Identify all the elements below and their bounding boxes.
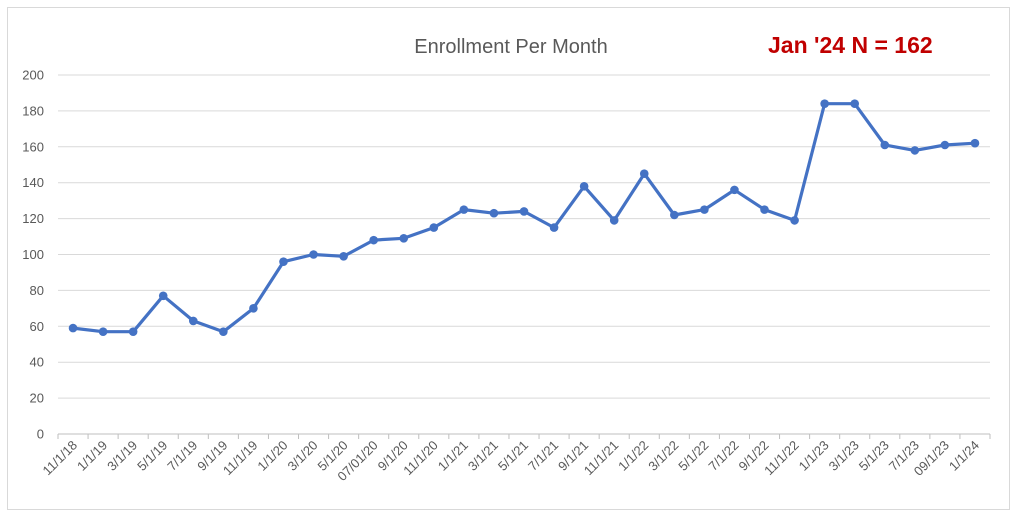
chart-frame — [7, 7, 1010, 510]
data-point — [730, 185, 739, 195]
data-point — [519, 207, 529, 216]
data-point — [249, 304, 258, 313]
x-tick-label: 1/1/24 — [946, 438, 982, 474]
chart-title: Enrollment Per Month — [0, 36, 1020, 59]
y-tick-label: 120 — [22, 211, 44, 226]
y-tick-label: 60 — [30, 319, 44, 334]
data-point — [399, 234, 409, 243]
x-tick-label: 1/1/20 — [254, 438, 290, 474]
x-tick-label: 11/1/21 — [581, 438, 622, 479]
y-tick-label: 140 — [22, 175, 44, 190]
x-tick-label: 5/1/22 — [675, 438, 711, 474]
x-tick-labels: 11/1/181/1/193/1/195/1/197/1/199/1/1911/… — [40, 438, 983, 484]
data-point — [339, 251, 348, 261]
data-point — [970, 138, 980, 148]
x-tick-label: 1/1/19 — [74, 438, 110, 474]
data-point — [158, 291, 168, 301]
data-points — [68, 99, 980, 336]
x-tick-label: 5/1/23 — [856, 438, 892, 474]
axes — [57, 433, 991, 439]
series-line — [71, 102, 977, 334]
x-tick-label: 7/1/21 — [525, 438, 561, 474]
data-point — [760, 205, 769, 214]
data-point — [940, 140, 950, 150]
x-tick-label: 7/1/19 — [164, 438, 200, 474]
x-tick-label: 1/1/22 — [615, 438, 651, 474]
x-tick-label: 3/1/19 — [104, 438, 140, 474]
x-tick-label: 11/1/20 — [400, 438, 441, 479]
data-point — [910, 146, 920, 155]
x-tick-label: 11/1/18 — [40, 438, 81, 479]
x-tick-label: 5/1/19 — [134, 438, 170, 474]
x-tick-label: 11/1/22 — [761, 438, 802, 479]
data-point — [790, 216, 799, 225]
series-polyline — [71, 102, 977, 334]
y-tick-label: 40 — [30, 355, 44, 370]
y-tick-label: 100 — [22, 247, 44, 262]
x-tick-label: 3/1/21 — [465, 438, 501, 474]
data-point — [670, 210, 679, 220]
x-tick-label: 3/1/23 — [826, 438, 862, 474]
data-point — [188, 316, 198, 326]
data-point — [489, 208, 499, 218]
data-point — [639, 169, 649, 179]
data-point — [459, 205, 469, 214]
x-tick-label: 1/1/23 — [796, 438, 832, 474]
data-point — [549, 223, 559, 232]
data-point — [279, 257, 288, 266]
data-point — [700, 205, 709, 214]
data-point — [98, 327, 108, 336]
chart-title-text: Enrollment Per Month — [414, 36, 608, 58]
y-tick-label: 80 — [30, 283, 44, 298]
x-tick-label: 5/1/21 — [495, 438, 531, 474]
x-tick-label: 3/1/22 — [645, 438, 681, 474]
data-point — [820, 99, 829, 109]
x-tick-label: 3/1/20 — [284, 438, 320, 474]
y-tick-labels: 0 20 40 60 80 100 120 140 160 180 200 — [22, 68, 44, 442]
y-tick-label: 180 — [22, 103, 44, 118]
data-point — [68, 323, 78, 333]
x-tick-label: 7/1/22 — [705, 438, 741, 474]
x-tick-label: 11/1/19 — [220, 438, 261, 479]
data-point — [850, 99, 860, 109]
data-point — [369, 235, 378, 245]
y-tick-label: 200 — [22, 68, 44, 83]
y-tick-label: 20 — [30, 391, 44, 406]
data-point — [609, 216, 619, 225]
data-point — [219, 327, 228, 336]
gridlines — [58, 74, 990, 399]
data-point — [128, 327, 138, 336]
data-point — [429, 223, 439, 232]
y-tick-label: 0 — [37, 427, 44, 442]
x-tick-label: 1/1/21 — [435, 438, 471, 474]
data-point — [579, 181, 589, 191]
data-point — [309, 250, 318, 259]
y-tick-label: 160 — [22, 139, 44, 154]
data-point — [880, 140, 890, 150]
chart-annotation: Jan '24 N = 162 — [768, 32, 933, 58]
